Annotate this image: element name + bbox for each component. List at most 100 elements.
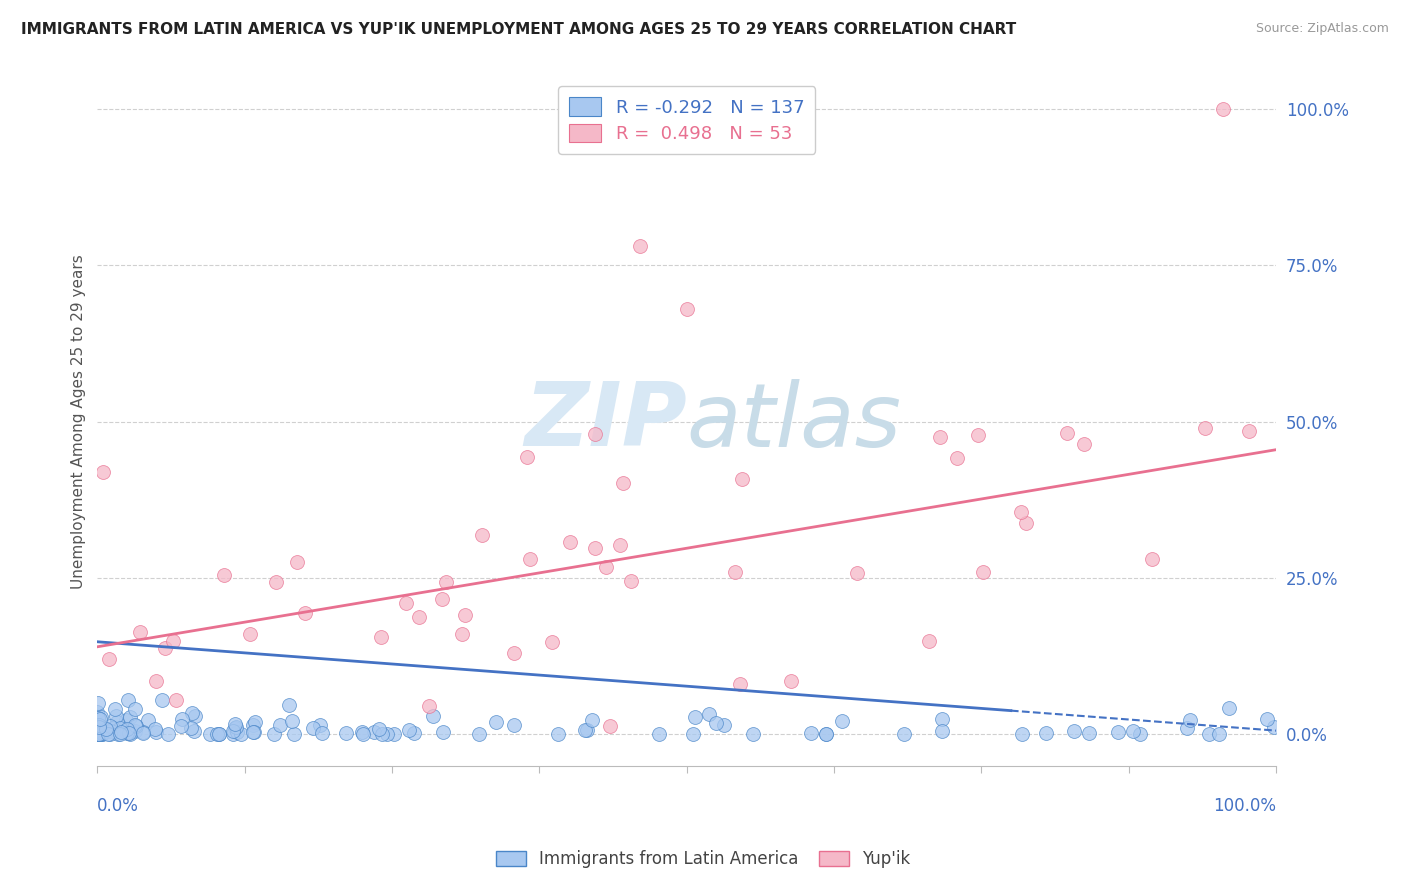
Point <box>94 721 117 735</box>
Point <box>516 450 538 465</box>
Point <box>100 723 122 738</box>
Point <box>814 727 837 741</box>
Point <box>89 712 111 726</box>
Point <box>98 727 121 741</box>
Point <box>1077 726 1099 740</box>
Point <box>1198 727 1220 741</box>
Point <box>97 724 120 739</box>
Point <box>224 722 246 736</box>
Point <box>404 726 426 740</box>
Point <box>225 720 247 734</box>
Point <box>599 719 621 733</box>
Point <box>519 551 541 566</box>
Point <box>697 706 720 721</box>
Point <box>277 698 299 713</box>
Point <box>145 674 167 689</box>
Point <box>104 701 127 715</box>
Text: 100.0%: 100.0% <box>1213 797 1277 814</box>
Point <box>815 727 838 741</box>
Point <box>451 626 474 640</box>
Point <box>1237 425 1260 439</box>
Point <box>89 718 111 732</box>
Point <box>98 652 121 666</box>
Point <box>845 566 868 580</box>
Point <box>1015 516 1038 531</box>
Point <box>208 727 231 741</box>
Point <box>398 723 420 737</box>
Point <box>91 719 114 733</box>
Point <box>558 534 581 549</box>
Point <box>86 706 108 720</box>
Point <box>212 568 235 582</box>
Point <box>222 727 245 741</box>
Point <box>87 720 110 734</box>
Point <box>547 727 569 741</box>
Point <box>224 716 246 731</box>
Point <box>893 727 915 741</box>
Point <box>87 727 110 741</box>
Point <box>575 723 598 737</box>
Point <box>87 721 110 735</box>
Point <box>283 727 305 741</box>
Point <box>110 721 132 735</box>
Point <box>94 722 117 736</box>
Point <box>585 541 607 555</box>
Point <box>1212 102 1234 116</box>
Point <box>471 528 494 542</box>
Point <box>370 727 392 741</box>
Point <box>503 718 526 732</box>
Point <box>115 723 138 737</box>
Point <box>162 634 184 648</box>
Point <box>741 727 763 741</box>
Point <box>682 727 704 741</box>
Point <box>86 727 108 741</box>
Point <box>110 724 132 739</box>
Point <box>1140 552 1163 566</box>
Point <box>1011 727 1033 741</box>
Text: atlas: atlas <box>686 378 901 465</box>
Point <box>86 723 108 737</box>
Point <box>541 634 564 648</box>
Point <box>724 566 747 580</box>
Point <box>675 301 697 316</box>
Point <box>87 718 110 732</box>
Point <box>86 727 108 741</box>
Point <box>91 727 114 741</box>
Point <box>170 712 193 726</box>
Point <box>91 465 114 479</box>
Point <box>165 693 187 707</box>
Point <box>97 727 120 741</box>
Point <box>170 719 193 733</box>
Point <box>1122 724 1144 739</box>
Point <box>89 727 111 741</box>
Legend: R = -0.292   N = 137, R =  0.498   N = 53: R = -0.292 N = 137, R = 0.498 N = 53 <box>558 87 815 154</box>
Point <box>108 727 131 741</box>
Point <box>800 726 823 740</box>
Point <box>281 714 304 728</box>
Point <box>143 722 166 736</box>
Point <box>198 727 221 741</box>
Point <box>105 715 128 730</box>
Point <box>87 711 110 725</box>
Point <box>309 717 332 731</box>
Point <box>242 718 264 732</box>
Point <box>918 634 941 648</box>
Point <box>115 726 138 740</box>
Point <box>181 706 204 721</box>
Point <box>382 727 405 741</box>
Text: ZIP: ZIP <box>524 378 686 465</box>
Point <box>153 641 176 656</box>
Point <box>243 725 266 739</box>
Point <box>831 714 853 728</box>
Point <box>574 723 596 737</box>
Point <box>118 727 141 741</box>
Y-axis label: Unemployment Among Ages 25 to 29 years: Unemployment Among Ages 25 to 29 years <box>72 254 86 589</box>
Point <box>124 718 146 732</box>
Point <box>583 427 606 442</box>
Point <box>120 710 142 724</box>
Point <box>704 716 727 731</box>
Point <box>972 565 994 579</box>
Point <box>619 574 641 588</box>
Text: 0.0%: 0.0% <box>97 797 139 814</box>
Point <box>89 727 111 741</box>
